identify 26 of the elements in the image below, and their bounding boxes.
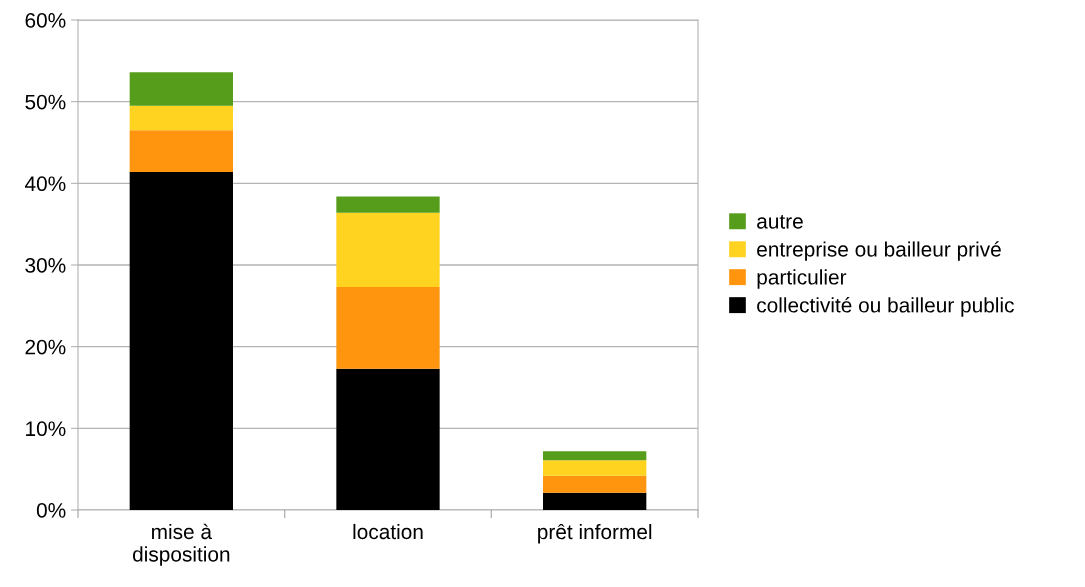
x-tick-label: prêt informel	[538, 523, 652, 544]
y-tick-label: 10%	[26, 421, 66, 437]
bar	[129, 171, 233, 510]
bar	[129, 72, 233, 106]
y-tick-label: 50%	[25, 94, 66, 110]
y-tick-label: 0%	[36, 503, 66, 518]
bar	[543, 460, 647, 476]
x-tick-label: location	[353, 523, 423, 540]
bar	[336, 287, 440, 369]
bar	[129, 105, 233, 131]
bar	[543, 451, 647, 461]
bar	[543, 475, 647, 493]
bar	[129, 130, 233, 172]
y-tick-label: 60%	[25, 13, 66, 28]
x-tick-label: mise à disposition	[132, 523, 230, 566]
legend-label: entreprise ou bailleur privé	[757, 241, 1001, 261]
bar	[336, 196, 440, 213]
bar	[336, 368, 440, 510]
legend-label: autre	[757, 215, 803, 229]
bar	[543, 492, 647, 510]
legend-label: particulier	[757, 269, 847, 289]
legend-label: collectivité ou bailleur public	[757, 297, 1014, 317]
y-tick-label: 40%	[24, 176, 66, 192]
y-tick-label: 30%	[25, 258, 66, 273]
y-tick-label: 20%	[25, 339, 66, 355]
bar	[336, 212, 440, 288]
